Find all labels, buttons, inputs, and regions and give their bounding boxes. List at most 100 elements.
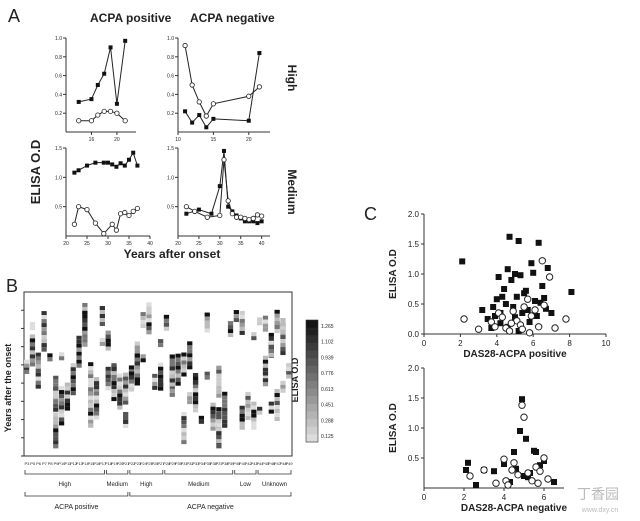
heatmap-cell xyxy=(164,327,169,331)
heatmap-cell xyxy=(146,314,151,318)
data-point-filled xyxy=(115,102,119,106)
heatmap-cell xyxy=(280,326,285,330)
x-tick-label: 6 xyxy=(542,493,547,502)
series-line-open xyxy=(74,207,137,234)
heatmap-cell xyxy=(181,420,186,424)
heatmap-cell xyxy=(53,376,58,380)
data-point-filled xyxy=(479,307,485,313)
heatmap-cell xyxy=(53,420,58,424)
heatmap-cell xyxy=(30,342,35,346)
heatmap-cell xyxy=(117,390,122,394)
heatmap-cell xyxy=(269,410,274,414)
heatmap-cell xyxy=(146,302,151,306)
colorbar-tick-label: 0.776 xyxy=(321,371,334,377)
heatmap-cell xyxy=(76,360,81,364)
y-tick-label: 0.5 xyxy=(55,205,62,211)
heatmap-cell xyxy=(275,310,280,314)
heatmap-cell xyxy=(158,379,163,383)
heatmap-cell xyxy=(111,393,116,397)
heatmap-cell xyxy=(59,356,64,360)
heatmap-cell xyxy=(205,313,210,317)
heatmap-cell xyxy=(53,436,58,440)
data-point-filled xyxy=(89,97,93,101)
heatmap-cell xyxy=(71,387,76,391)
data-point-open xyxy=(467,473,473,479)
group-label: Medium xyxy=(107,482,128,488)
heatmap-cell xyxy=(245,400,250,404)
data-point-filled xyxy=(247,119,251,123)
x-tick-label: 2 xyxy=(462,493,467,502)
heatmap-cell xyxy=(240,311,245,315)
heatmap-cell xyxy=(82,335,87,339)
heatmap-cell xyxy=(216,407,221,411)
heatmap-cell xyxy=(263,364,268,368)
heatmap-cell xyxy=(275,393,280,397)
heatmap-cell xyxy=(30,350,35,354)
data-point-open xyxy=(211,102,215,106)
heatmap-cell xyxy=(24,360,29,364)
heatmap-cell xyxy=(181,369,186,373)
figure-canvas: A ACPA positive ACPA negative ELISA O.D … xyxy=(0,0,640,521)
heatmap-cell xyxy=(36,357,41,361)
heatmap-cell xyxy=(117,402,122,406)
heatmap-cell xyxy=(152,382,157,386)
heatmap-cell xyxy=(65,407,70,411)
heatmap-cell xyxy=(222,424,227,428)
heatmap-cell xyxy=(123,381,128,385)
data-point-open xyxy=(102,231,106,235)
colorbar-tick-label: 0.451 xyxy=(321,403,334,409)
heatmap-cell xyxy=(170,374,175,378)
data-point-open xyxy=(115,111,119,115)
heatmap-cell xyxy=(251,406,256,410)
supergroup-bracket xyxy=(130,492,291,496)
heatmap-cell xyxy=(158,339,163,343)
y-tick-label: 0.4 xyxy=(167,92,174,98)
patient-label: P3 xyxy=(24,461,30,466)
heatmap-cell xyxy=(100,314,105,318)
data-point-filled xyxy=(516,238,522,244)
panel-b-letter: B xyxy=(6,276,18,296)
heatmap-cell xyxy=(245,404,250,408)
x-tick-label: 16 xyxy=(89,137,95,143)
heatmap-cell xyxy=(216,411,221,415)
heatmap-cell xyxy=(106,374,111,378)
heatmap-cell xyxy=(175,374,180,378)
data-point-open xyxy=(552,325,558,331)
x-tick-label: 30 xyxy=(217,241,223,247)
data-point-open xyxy=(247,217,251,221)
supergroup-label: ACPA negative xyxy=(187,504,234,511)
heatmap-cell xyxy=(146,330,151,334)
data-point-filled xyxy=(211,117,215,121)
heatmap-cell xyxy=(59,386,64,390)
heatmap-cell xyxy=(36,369,41,373)
heatmap-cell xyxy=(187,349,192,353)
heatmap-cell xyxy=(216,415,221,419)
x-tick-label: 40 xyxy=(259,241,265,247)
data-point-open xyxy=(123,210,127,214)
heatmap-cell xyxy=(234,310,239,314)
data-point-open xyxy=(539,258,545,264)
x-tick-label: 35 xyxy=(238,241,244,247)
heatmap-cell xyxy=(240,319,245,323)
heatmap-cell xyxy=(275,401,280,405)
data-point-open xyxy=(461,316,467,322)
data-point-filled xyxy=(197,113,201,117)
heatmap-cell xyxy=(170,378,175,382)
heatmap-cell xyxy=(257,321,262,325)
heatmap-cell xyxy=(164,319,169,323)
heatmap-cell xyxy=(216,370,221,374)
x-tick-label: 10 xyxy=(602,339,611,348)
heatmap-cell xyxy=(141,358,146,362)
heatmap-cell xyxy=(123,373,128,377)
heatmap-cell xyxy=(152,378,157,382)
heatmap-cell xyxy=(251,418,256,422)
heatmap-cell xyxy=(158,367,163,371)
heatmap-cell xyxy=(65,399,70,403)
data-point-filled xyxy=(110,162,114,166)
heatmap-cell xyxy=(251,414,256,418)
x-tick-label: 0 xyxy=(422,493,427,502)
heatmap-cell xyxy=(123,393,128,397)
heatmap-cell xyxy=(263,360,268,364)
heatmap-cell xyxy=(106,347,111,351)
data-point-open xyxy=(515,472,521,478)
